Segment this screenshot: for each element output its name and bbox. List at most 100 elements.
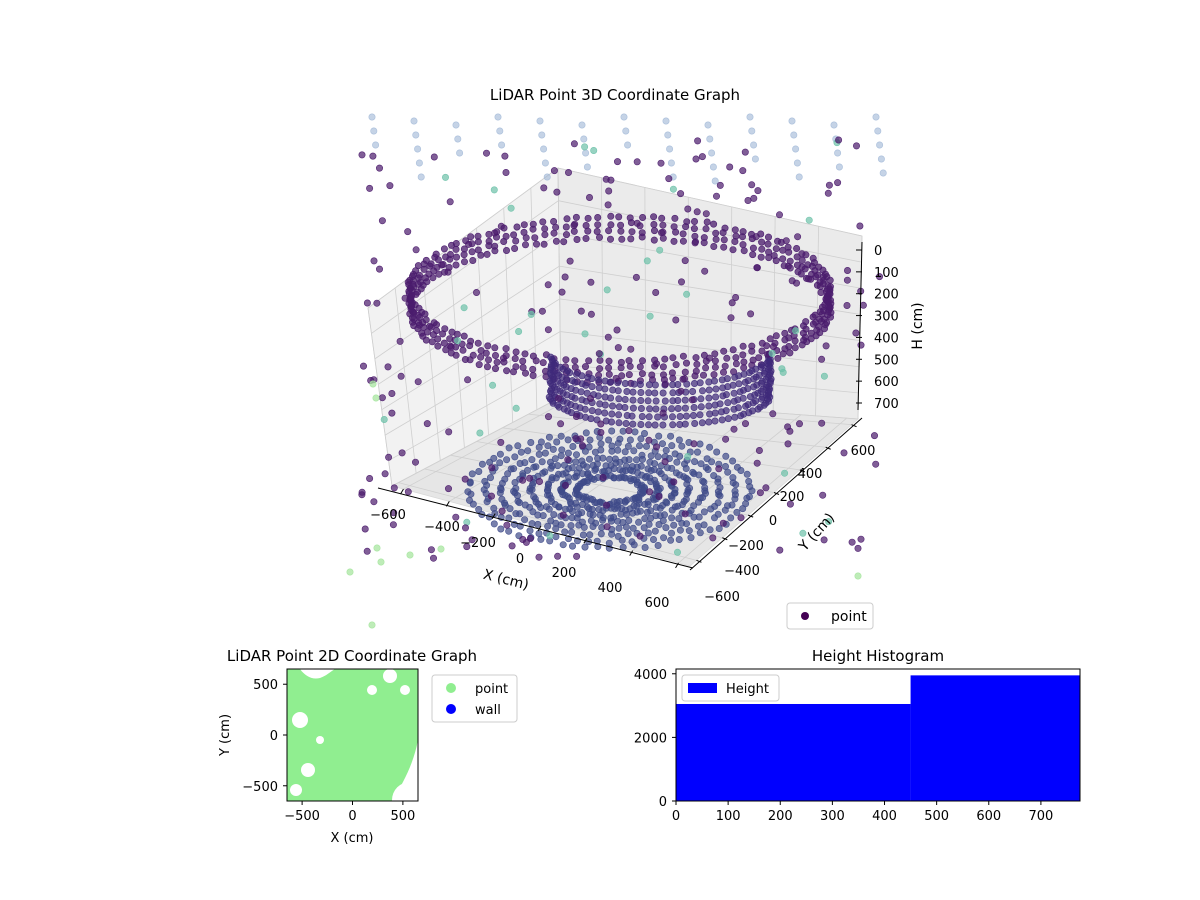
plot3d-point — [414, 262, 422, 270]
plot3d-point — [532, 463, 540, 471]
plot3d-point — [605, 187, 613, 195]
plot3d-point — [668, 464, 676, 472]
plot3d-point — [432, 250, 440, 258]
plot3d-point — [657, 159, 665, 167]
plot3d-point — [756, 489, 764, 497]
plot3d-point — [668, 494, 676, 502]
plot3d-point — [411, 458, 419, 466]
plot3d-point — [709, 163, 717, 171]
plot2d-gap — [392, 782, 418, 801]
plot3d-point — [613, 158, 621, 166]
plot3d-point — [572, 435, 580, 443]
plot3d-point — [586, 531, 594, 539]
plot3d-point — [640, 486, 648, 494]
plot3d-point — [427, 546, 435, 554]
plot3d-point — [561, 505, 569, 513]
plot2d-y-tick-label: 0 — [270, 729, 278, 744]
plot3d-point — [758, 238, 766, 246]
plot3d-point — [655, 486, 663, 494]
plot3d-z-tick-label: 600 — [874, 375, 899, 390]
plot3d-point — [690, 218, 698, 226]
plot3d-point — [751, 155, 759, 163]
plot3d-point — [786, 257, 794, 265]
plot3d-point — [498, 141, 506, 149]
plot3d-point — [692, 155, 700, 163]
plot3d-point — [672, 316, 680, 324]
histogram-legend-swatch — [688, 683, 717, 693]
plot3d-point — [629, 388, 637, 396]
plot3d-point — [678, 519, 686, 527]
plot3d-point — [660, 534, 668, 542]
plot3d-point — [740, 247, 748, 255]
histogram-x-tick-label: 100 — [716, 809, 741, 824]
histogram-legend-label: Height — [726, 682, 769, 697]
plot3d-point — [646, 312, 654, 320]
plot3d-point — [655, 432, 663, 440]
plot3d-point — [795, 173, 803, 181]
plot3d-point — [810, 259, 818, 267]
plot3d-point — [404, 228, 412, 236]
plot3d-point — [720, 243, 728, 251]
plot3d-point — [648, 371, 656, 379]
plot3d-point — [737, 412, 745, 420]
plot3d-point — [562, 356, 570, 364]
plot3d-point — [691, 232, 699, 240]
plot3d-point — [654, 541, 662, 549]
plot3d-point — [700, 521, 708, 529]
plot2d-gap — [367, 685, 377, 695]
plot3d-point — [731, 226, 739, 234]
plot3d-point — [544, 413, 552, 421]
plot3d-point — [706, 526, 714, 534]
plot3d-point — [872, 113, 880, 121]
plot3d-point — [396, 337, 404, 345]
plot2d-y-label: Y (cm) — [218, 714, 233, 757]
plot3d-point — [543, 173, 551, 181]
plot3d-point — [673, 548, 681, 556]
plot3d-point — [835, 163, 843, 171]
plot3d-point — [550, 511, 558, 519]
plot3d-point — [724, 468, 732, 476]
plot3d-point — [700, 508, 708, 516]
plot3d-point — [522, 538, 530, 546]
plot3d-point — [454, 135, 462, 143]
plot3d-point — [490, 504, 498, 512]
plot3d-point — [712, 235, 720, 243]
plot3d-point — [388, 389, 396, 397]
plot3d-point — [750, 194, 758, 202]
histogram-bars — [676, 675, 1080, 801]
plot3d-point — [429, 274, 437, 282]
plot3d-point — [538, 131, 546, 139]
plot3d-point — [720, 347, 728, 355]
plot3d-point — [622, 419, 630, 427]
plot3d-point — [561, 528, 569, 536]
plot3d-point — [693, 360, 701, 368]
plot3d-point — [606, 235, 614, 243]
plot3d-point — [375, 265, 383, 273]
plot3d-point — [707, 505, 715, 513]
plot3d-point — [513, 223, 521, 231]
plot3d-point — [750, 141, 758, 149]
plot3d-z-tick-label: 300 — [874, 310, 899, 325]
plot3d-point — [640, 524, 648, 532]
plot3d-point — [645, 520, 653, 528]
plot3d-point — [825, 289, 833, 297]
plot2d-gap — [290, 784, 302, 796]
plot3d-point — [650, 213, 658, 221]
plot3d-point — [622, 523, 630, 531]
plot3d-point — [669, 354, 677, 362]
plot3d-point — [668, 442, 676, 450]
plot3d-point — [758, 245, 766, 253]
plot3d-point — [512, 363, 520, 371]
plot3d-point — [872, 460, 880, 468]
plot3d-point — [497, 438, 505, 446]
plot3d-point — [572, 370, 580, 378]
plot3d-point — [638, 357, 646, 365]
plot3d-point — [588, 407, 596, 415]
plot3d-point — [485, 230, 493, 238]
plot3d-point — [637, 404, 645, 412]
plot3d-point — [429, 331, 437, 339]
plot3d-point — [758, 339, 766, 347]
plot3d-point — [595, 505, 603, 513]
plot3d-point — [595, 350, 603, 358]
plot3d-point — [597, 440, 605, 448]
